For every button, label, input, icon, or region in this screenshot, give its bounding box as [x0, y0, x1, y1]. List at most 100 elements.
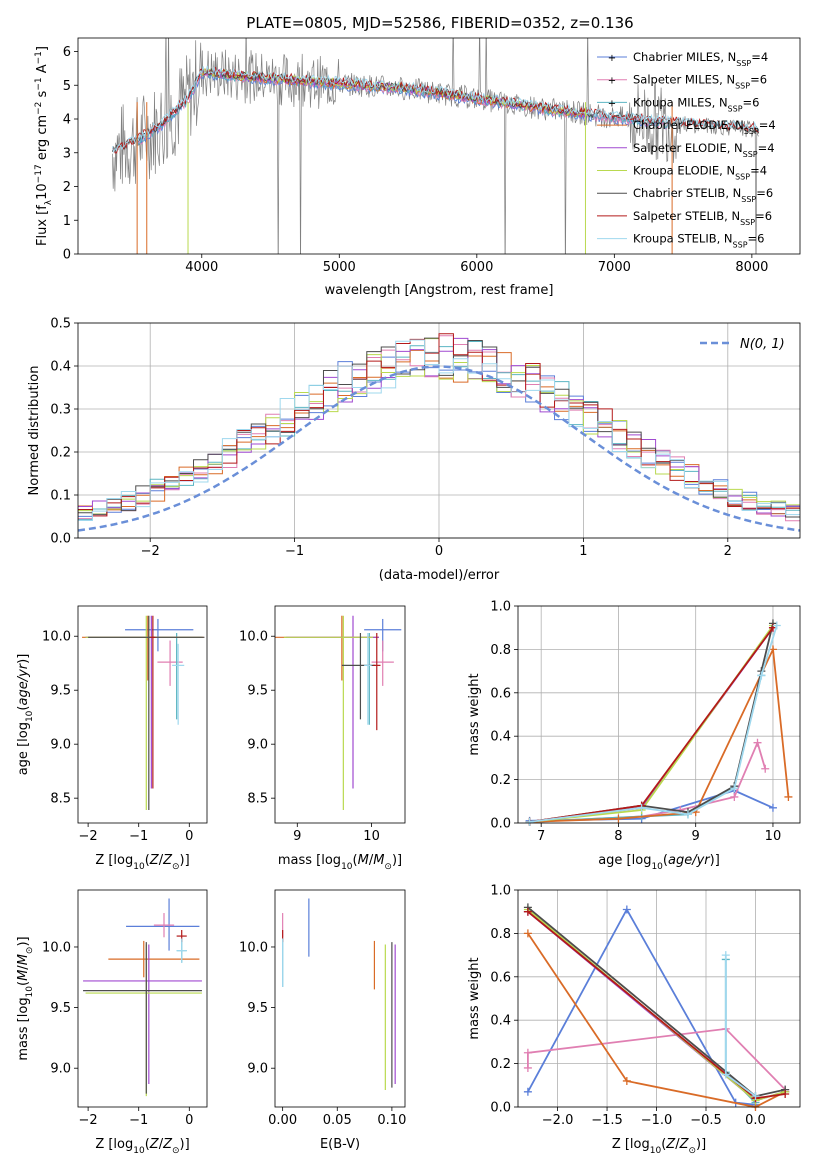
label-part: M	[16, 970, 31, 981]
legend-text: Chabrier MILES, N	[633, 50, 736, 64]
x-tick-label: −1	[285, 544, 304, 559]
label-part: )]	[392, 853, 402, 868]
legend-label-salp_miles: Salpeter MILES, NSSP=6	[633, 73, 767, 91]
weight-line-salp_miles	[527, 1027, 786, 1091]
label-part: 10	[650, 1146, 662, 1156]
y-tick-label: 0.2	[490, 773, 511, 788]
label-part: (	[16, 981, 31, 986]
weight-marker-krou_stelib	[772, 621, 781, 630]
y-tick-label: 0.2	[50, 446, 71, 461]
spectrum-x-label: wavelength [Angstrom, rest frame]	[325, 283, 554, 298]
y-tick-label: 2	[63, 180, 71, 195]
figure-title: PLATE=0805, MJD=52586, FIBERID=0352, z=0…	[246, 14, 633, 32]
x-tick-label: 9	[692, 829, 700, 844]
label-part: Flux [f	[35, 205, 50, 246]
x-tick-label: 0	[185, 1113, 193, 1128]
weight-marker-chab_miles	[622, 905, 631, 914]
weight-marker-krou_stelib	[730, 784, 739, 793]
age_vs_z-frame	[77, 605, 208, 824]
legend-marker: +	[608, 98, 616, 109]
label-part: ⊙	[172, 862, 180, 872]
legend-label-chab_miles: Chabrier MILES, NSSP=4	[633, 50, 768, 68]
y-tick-label: 0.8	[490, 643, 511, 658]
y-tick-label: 0.4	[490, 730, 511, 745]
label-part: mass [log	[16, 997, 31, 1060]
y-tick-label: 10.0	[239, 630, 268, 645]
label-part: λ	[44, 199, 54, 205]
label-part: age/yr	[668, 853, 711, 868]
label-part: /	[369, 853, 374, 868]
legend-marker: +	[608, 53, 616, 64]
age_vs_mass-plot	[275, 615, 402, 811]
label-part: (	[663, 853, 668, 868]
mass_vs_ebv-axes: 0.00 0.05 0.10 9.0 9.5 10.0	[239, 940, 406, 1128]
weight_vs_z-frame	[517, 889, 801, 1108]
x-tick-label: 1	[579, 544, 587, 559]
weight-marker-salp_miles	[523, 1048, 532, 1057]
label-part: (	[353, 853, 358, 868]
label-part: ⊙	[172, 1146, 180, 1156]
label-part: )]	[180, 1137, 190, 1152]
y-tick-label: 1.0	[490, 600, 511, 615]
y-tick-label: 1.0	[490, 884, 511, 899]
weight-marker-krou_stelib	[721, 1070, 730, 1079]
legend-text: Kroupa STELIB, N	[633, 232, 733, 246]
label-part: 10	[341, 862, 353, 872]
y-tick-label: 5	[63, 79, 71, 94]
y-tick-label: 9.0	[50, 1062, 71, 1077]
label-part: age [log	[16, 722, 31, 775]
label-part: Z	[162, 1137, 173, 1152]
weight-marker-salp_miles	[753, 738, 762, 747]
label-part: ⊙	[25, 947, 35, 955]
legend-label-krou_miles: Kroupa MILES, NSSP=6	[633, 95, 759, 113]
label-part: −17	[34, 164, 44, 183]
y-tick-label: 6	[63, 45, 71, 60]
legend-text: Kroupa MILES, N	[633, 95, 728, 109]
spectrum-y-label: Flux [fλ10−17 erg cm−2 s−1 A−1]	[34, 46, 54, 246]
weight-marker-salp_stelib	[781, 1089, 790, 1098]
label-part: /	[159, 853, 164, 868]
x-tick-label: 4000	[185, 260, 218, 275]
x-tick-label: 9	[293, 829, 301, 844]
model-spectrum-krou_stelib	[111, 65, 760, 154]
weight-line-chab_miles	[527, 907, 756, 1106]
spectrum-plot	[111, 38, 760, 254]
weight-line-chab_elodie	[529, 646, 790, 823]
y-tick-label: 0.4	[50, 360, 71, 375]
weight_vs_z-plot	[523, 903, 790, 1111]
mass_vs_z-x-label: Z [log10(Z/Z⊙)]	[95, 1137, 189, 1156]
y-tick-label: 0.5	[50, 317, 71, 332]
x-tick-label: −0.5	[690, 1113, 722, 1128]
y-tick-label: 8.5	[50, 792, 71, 807]
x-tick-label: 10	[765, 829, 782, 844]
y-tick-label: 0.1	[50, 489, 71, 504]
weight-marker-chab_elodie	[523, 929, 532, 938]
y-tick-label: 9.5	[247, 684, 268, 699]
legend-label-salp_elodie: Salpeter ELODIE, NSSP=4	[633, 141, 775, 159]
legend-text: Salpeter STELIB, N	[633, 209, 740, 223]
y-tick-label: 0.0	[490, 1101, 511, 1116]
age_vs_z-y-label: age [log10(age/yr)]	[16, 654, 35, 776]
legend-marker: +	[608, 76, 616, 87]
label-part: Z	[162, 853, 173, 868]
residuals-frame	[77, 322, 801, 539]
legend-text: Kroupa ELODIE, N	[633, 164, 735, 178]
normal-legend-label: N(0, 1)	[740, 337, 785, 352]
legend-tail: =6	[743, 95, 760, 109]
y-tick-label: 1	[63, 214, 71, 229]
label-part: M	[358, 853, 369, 868]
legend-text: Salpeter ELODIE, N	[633, 141, 743, 155]
spectrum-frame	[77, 37, 801, 255]
x-tick-label: 0.00	[268, 1113, 297, 1128]
age_vs_mass-axes: 9 10 8.5 9.0 9.5 10.0	[239, 630, 380, 844]
weight-marker-krou_stelib	[757, 671, 766, 680]
x-tick-label: 0	[435, 544, 443, 559]
label-part: −1	[34, 51, 44, 64]
age_vs_mass-frame	[274, 605, 406, 824]
weight_vs_age-x-label: age [log10(age/yr)]	[598, 853, 720, 872]
label-part: Z [log	[95, 853, 133, 868]
weight-marker-chab_elodie	[614, 814, 623, 823]
legend-label-chab_elodie: Chabrier ELODIE, NSSP=4	[633, 118, 776, 136]
y-tick-label: 0.3	[50, 403, 71, 418]
spectrum-axes: 4000 5000 6000 7000 8000 0 1 2 3 4 5 6	[63, 45, 769, 275]
